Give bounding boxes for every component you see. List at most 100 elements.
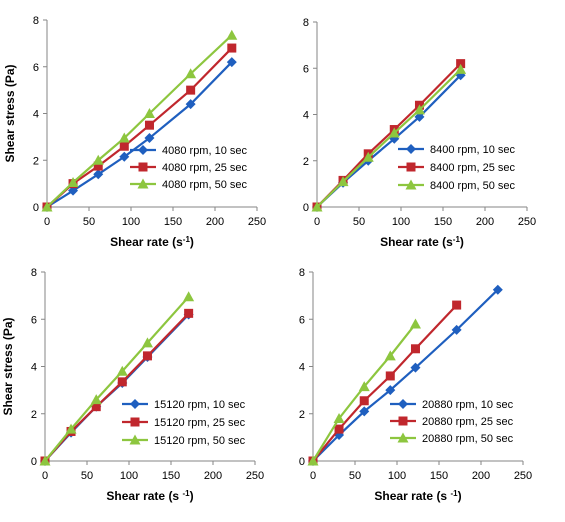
panel-0-series-1-point	[227, 43, 237, 53]
panel-0-y-tick-label: 0	[33, 202, 39, 214]
panel-2-series-1-line	[44, 312, 190, 462]
panel-3-series-1-point	[385, 371, 395, 381]
panel-1-legend-label: 8400 rpm, 50 sec	[430, 180, 515, 192]
panel-2-legend-swatch-marker	[129, 434, 141, 445]
panel-0-series-0-point	[144, 133, 155, 144]
panel-0-series-2-point	[118, 132, 130, 143]
panel-2-legend-label: 15120 rpm, 25 sec	[154, 417, 246, 429]
chart-panel-top-right: 0 2 4 6 8 0 50 100 150 200 250 Shear rate (s-1) 8400…	[303, 17, 536, 249]
panel-2-series-2-point	[65, 423, 77, 434]
panel-0-y-tick-label: 8	[33, 15, 39, 27]
panel-0-series-0-point	[68, 185, 79, 196]
panel-0-series-0	[42, 57, 237, 212]
panel-0-y-axis-label: Shear stress (Pa)	[3, 64, 17, 162]
panel-3-series-2-point	[307, 455, 319, 466]
panel-2-series-1-point	[91, 402, 101, 412]
panel-1-legend-entry-1: 8400 rpm, 25 sec	[398, 162, 515, 174]
panel-1-x-tick-label: 200	[476, 216, 494, 228]
panel-2-x-tick-label: 100	[120, 470, 138, 482]
panel-3-legend-entry-0: 20880 rpm, 10 sec	[390, 399, 514, 411]
panel-0-series-2-point	[92, 154, 104, 165]
panel-1-series-2	[311, 63, 467, 212]
panel-1-series-2-point	[455, 63, 467, 74]
panel-0-series-0-point	[119, 151, 130, 162]
panel-2-series-1-point	[117, 377, 127, 387]
panel-2-y-tick-label: 2	[31, 409, 37, 421]
panel-3-x-tick-label: 250	[514, 470, 532, 482]
panel-3-y-tick-label: 2	[299, 409, 305, 421]
panel-3-x-axis-label: Shear rate (s -1)	[374, 489, 461, 504]
panel-2-legend-entry-0: 15120 rpm, 10 sec	[122, 399, 246, 411]
panel-3-series-1-line	[312, 304, 458, 462]
panel-2-x-tick-label: 50	[81, 470, 93, 482]
chart-panel-top-left: 0 2 4 6 8 0 50 100 150 200 250 Shear rate (s-1) Shea…	[3, 15, 266, 249]
panel-3-legend-swatch-marker	[397, 432, 409, 443]
panel-3-legend-label: 20880 rpm, 50 sec	[422, 433, 514, 445]
panel-0-series-0-point	[226, 57, 237, 68]
panel-3-series-0-point	[451, 324, 462, 335]
panel-0-series-0-point	[185, 99, 196, 110]
panel-1-legend-label: 8400 rpm, 10 sec	[430, 144, 515, 156]
panel-2-legend-entry-1: 15120 rpm, 25 sec	[122, 417, 246, 429]
panel-1-y-tick-label: 6	[303, 63, 309, 75]
panel-3-y-tick-label: 4	[299, 362, 305, 374]
panel-0-y-tick-label: 6	[33, 62, 39, 74]
panel-0-series-2-point	[41, 201, 53, 212]
panel-0-legend-swatch-marker	[138, 145, 148, 155]
panel-2-x-tick-label: 200	[204, 470, 222, 482]
panel-3-series-0-point	[385, 385, 396, 396]
panel-1-legend-swatch-marker	[406, 162, 416, 172]
panel-0-x-tick-label: 100	[122, 216, 140, 228]
panel-2-series-1-point	[142, 351, 152, 361]
panel-2-series-2-point	[90, 394, 102, 405]
panel-1-legend-swatch-marker	[405, 179, 417, 190]
panel-1-legend-swatch-marker	[406, 144, 416, 154]
chart-panel-bottom-left: 0 2 4 6 8 0 50 100 150 200 250 Shear rate (s -1) She…	[1, 267, 264, 503]
panel-2-series-2-point	[116, 365, 128, 376]
panel-0-series-0-point	[93, 169, 104, 180]
panel-0-legend-entry-0: 4080 rpm, 10 sec	[130, 145, 247, 157]
panel-0-legend-entry-2: 4080 rpm, 50 sec	[130, 178, 247, 191]
panel-3-legend-swatch-marker	[398, 399, 408, 409]
panel-2-legend-swatch-marker	[130, 399, 140, 409]
panel-0-series-1-point	[186, 85, 196, 95]
panel-0-x-axis-label: Shear rate (s-1)	[110, 235, 194, 250]
panel-1-x-axis-label: Shear rate (s-1)	[380, 235, 464, 250]
panel-3-series-2-point	[333, 412, 345, 423]
panel-2-x-axis-label: Shear rate (s -1)	[106, 489, 193, 504]
panel-3-series-0-point	[492, 284, 503, 295]
panel-0-series-1-point	[93, 161, 103, 171]
panel-1-series-2-point	[337, 176, 349, 187]
panel-3-y-tick-label: 6	[299, 314, 305, 326]
panel-1-x-tick-label: 50	[353, 216, 365, 228]
panel-1-legend-label: 8400 rpm, 25 sec	[430, 162, 515, 174]
panel-3-x-tick-label: 100	[388, 470, 406, 482]
panel-3-x-tick-label: 200	[472, 470, 490, 482]
panel-2-legend-entry-2: 15120 rpm, 50 sec	[122, 434, 246, 447]
panel-1-y-tick-label: 2	[303, 156, 309, 168]
panel-1-x-tick-label: 250	[518, 216, 536, 228]
panel-2-series-2	[39, 291, 195, 466]
panel-0-series-2-point	[143, 108, 155, 118]
panel-3-legend-swatch-marker	[398, 416, 408, 426]
panel-2-series-2-point	[39, 455, 51, 466]
panel-3-legend-label: 20880 rpm, 25 sec	[422, 416, 514, 428]
panel-3-series-1-point	[452, 300, 462, 310]
panel-0-series-2-point	[67, 176, 79, 187]
panel-3-x-tick-label: 0	[310, 470, 316, 482]
panel-3-series-2	[307, 318, 421, 466]
panel-2-x-tick-label: 250	[246, 470, 264, 482]
panel-1-legend-entry-0: 8400 rpm, 10 sec	[398, 144, 515, 156]
panel-2-series-2-point	[183, 291, 195, 302]
panel-3-series-0-point	[410, 362, 421, 373]
panel-0-y-tick-label: 4	[33, 109, 39, 121]
panel-2-series-1-point	[184, 308, 194, 318]
panel-3-series-2-point	[358, 381, 370, 392]
panel-3-series-1-point	[334, 424, 344, 434]
panel-3-legend-entry-1: 20880 rpm, 25 sec	[390, 416, 514, 428]
panel-1-series-2-point	[388, 127, 400, 138]
panel-3-y-tick-label: 0	[299, 456, 305, 468]
panel-0-series-2-point	[185, 68, 197, 79]
panel-1-series-2-point	[413, 104, 425, 115]
panel-1-x-tick-label: 0	[314, 216, 320, 228]
